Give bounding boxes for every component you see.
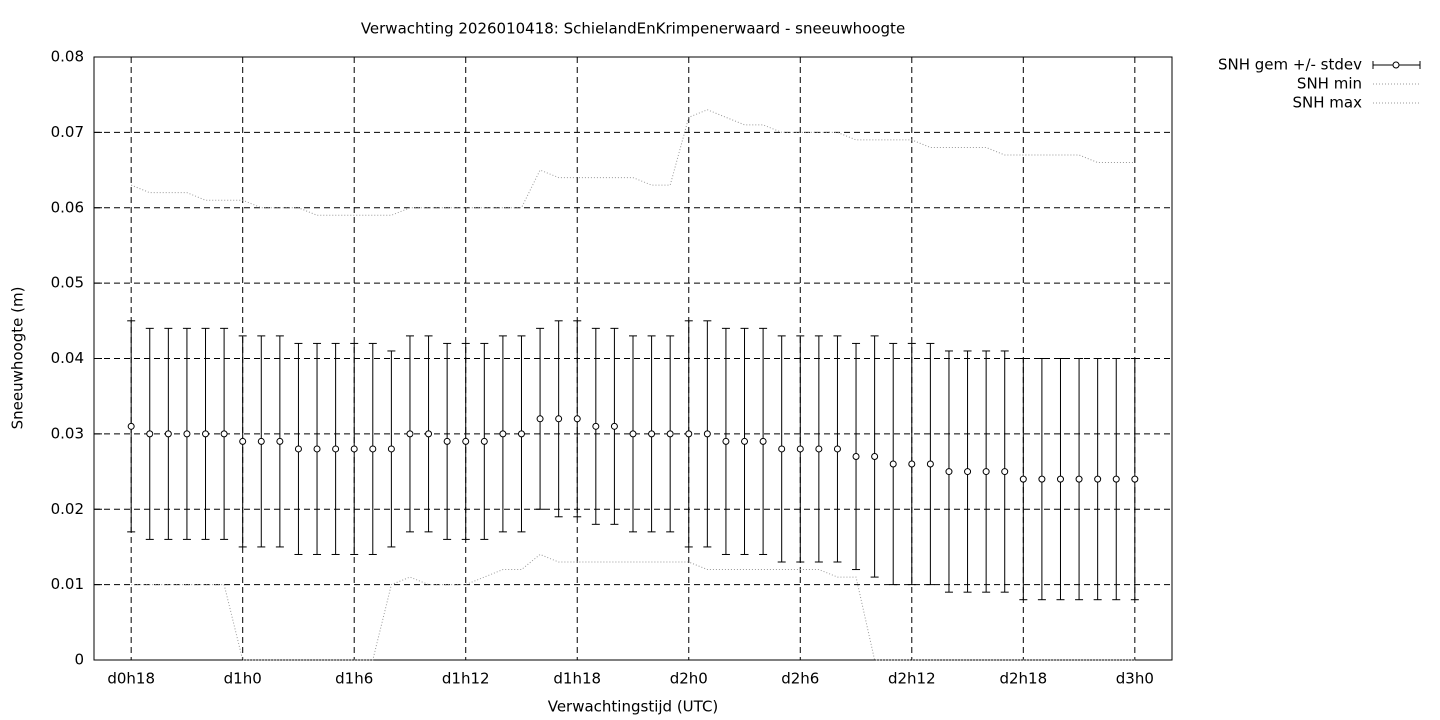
legend-label: SNH max: [1293, 94, 1363, 112]
point: [759, 437, 767, 445]
point: [369, 445, 377, 453]
point: [202, 430, 210, 438]
y-tick-label: 0.04: [51, 349, 84, 367]
legend-label: SNH gem +/- stdev: [1218, 56, 1362, 74]
point: [257, 437, 265, 445]
x-tick-label: d0h18: [107, 670, 155, 688]
point: [1112, 475, 1120, 483]
point: [852, 452, 860, 460]
point: [1075, 475, 1083, 483]
point: [425, 430, 433, 438]
point: [964, 468, 972, 476]
point: [573, 415, 581, 423]
point: [220, 430, 228, 438]
y-tick-label: 0.06: [51, 198, 84, 216]
x-tick-label: d2h6: [781, 670, 819, 688]
point: [239, 437, 247, 445]
point: [741, 437, 749, 445]
point: [1094, 475, 1102, 483]
point: [499, 430, 507, 438]
point: [1038, 475, 1046, 483]
x-tick-label: d2h18: [999, 670, 1047, 688]
point: [313, 445, 321, 453]
plot-frame: [93, 56, 1173, 661]
point: [146, 430, 154, 438]
x-tick-label: d1h6: [335, 670, 373, 688]
point: [648, 430, 656, 438]
point: [480, 437, 488, 445]
point: [1001, 468, 1009, 476]
point: [1056, 475, 1064, 483]
y-tick-label: 0.08: [51, 48, 84, 66]
x-tick-label: d1h12: [442, 670, 490, 688]
line: [130, 109, 1135, 216]
x-tick-label: d1h18: [553, 670, 601, 688]
point: [443, 437, 451, 445]
x-axis-label: Verwachtingstijd (UTC): [548, 698, 719, 716]
point: [276, 437, 284, 445]
point: [889, 460, 897, 468]
point: [517, 430, 525, 438]
point: [871, 452, 879, 460]
line: [131, 553, 1135, 661]
point: [555, 415, 563, 423]
point: [387, 445, 395, 453]
point: [945, 468, 953, 476]
point: [629, 430, 637, 438]
point: [982, 468, 990, 476]
point: [833, 445, 841, 453]
point: [164, 430, 172, 438]
point: [778, 445, 786, 453]
point: [666, 430, 674, 438]
x-tick-label: d3h0: [1116, 670, 1154, 688]
chart-title: Verwachting 2026010418: SchielandEnKrimp…: [361, 20, 905, 38]
point: [926, 460, 934, 468]
x-tick-label: d2h0: [670, 670, 708, 688]
point: [722, 437, 730, 445]
x-tick-label: d1h0: [224, 670, 262, 688]
point: [294, 445, 302, 453]
point: [406, 430, 414, 438]
point: [350, 445, 358, 453]
point: [183, 430, 191, 438]
point: [462, 437, 470, 445]
point: [610, 422, 618, 430]
x-tick-label: d2h12: [888, 670, 936, 688]
point: [815, 445, 823, 453]
y-tick-label: 0.01: [51, 575, 84, 593]
legend-sample: [1392, 61, 1400, 69]
y-tick-label: 0.02: [51, 500, 84, 518]
point: [592, 422, 600, 430]
y-tick-label: 0.05: [51, 274, 84, 292]
y-tick-label: 0.03: [51, 424, 84, 442]
point: [1131, 475, 1139, 483]
point: [332, 445, 340, 453]
point: [685, 430, 693, 438]
point: [796, 445, 804, 453]
point: [703, 430, 711, 438]
point: [127, 422, 135, 430]
point: [1019, 475, 1027, 483]
point: [908, 460, 916, 468]
y-axis-label: Sneeuwhoogte (m): [9, 287, 27, 430]
legend-label: SNH min: [1297, 75, 1362, 93]
point: [536, 415, 544, 423]
y-tick-label: 0: [74, 651, 84, 669]
y-tick-label: 0.07: [51, 123, 84, 141]
